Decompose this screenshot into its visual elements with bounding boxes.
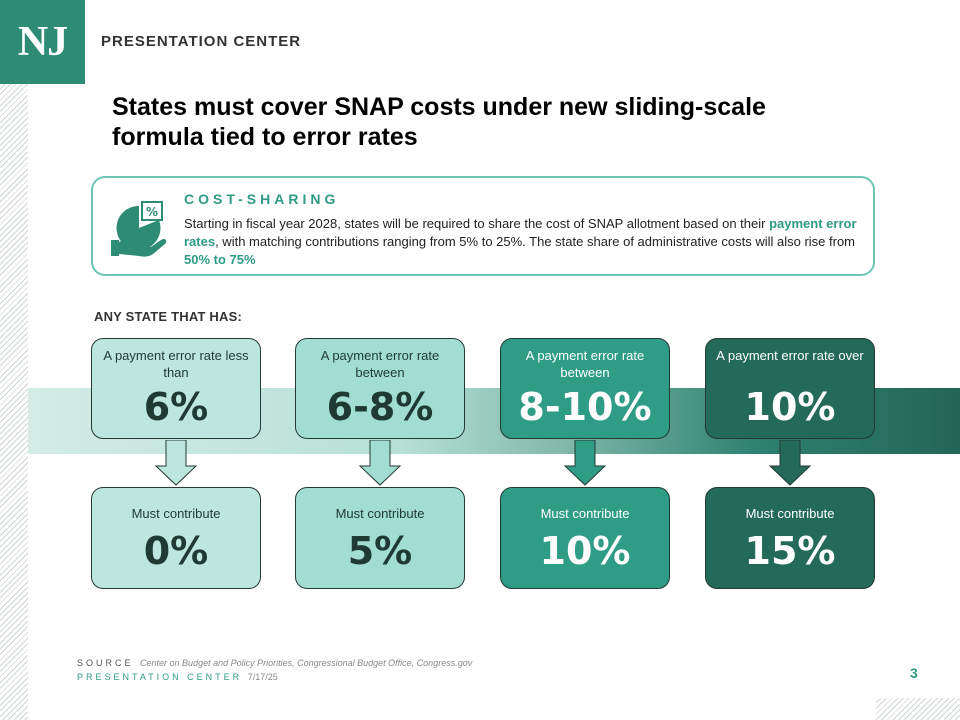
tier-2-contribution-box: Must contribute 5% <box>295 487 465 589</box>
slide-title: States must cover SNAP costs under new s… <box>112 93 766 151</box>
svg-text:%: % <box>146 205 158 219</box>
tier-3-condition: A payment error rate between <box>525 348 645 380</box>
footer-date: 7/17/25 <box>247 672 278 682</box>
hand-percent-pie-icon: % <box>111 201 167 257</box>
callout-heading: COST-SHARING <box>184 191 340 207</box>
tier-4-down-arrow-icon <box>768 440 812 486</box>
tier-4-condition: A payment error rate over <box>716 348 864 363</box>
tier-1-contribution-box: Must contribute 0% <box>91 487 261 589</box>
tier-2-condition: A payment error rate between <box>320 348 440 380</box>
tier-1-condition: A payment error rate less than <box>103 348 249 380</box>
callout-highlight-admin-share: 50% to 75% <box>184 252 256 267</box>
tier-2-contribution-label: Must contribute <box>335 506 425 521</box>
tier-1-rate: 6% <box>143 385 209 429</box>
brand-label: PRESENTATION CENTER <box>101 33 302 50</box>
tier-1-condition-box: A payment error rate less than 6% <box>91 338 261 439</box>
bottom-right-hatch-decoration <box>876 698 960 720</box>
callout-text: Starting in fiscal year 2028, states wil… <box>184 215 864 269</box>
tier-3-rate: 8-10% <box>518 385 652 429</box>
section-label: ANY STATE THAT HAS: <box>94 309 242 324</box>
source-text: Center on Budget and Policy Priorities, … <box>140 658 473 668</box>
tier-4-condition-box: A payment error rate over 10% <box>705 338 875 439</box>
nj-logo: NJ <box>0 0 85 84</box>
footer-center-label: PRESENTATION CENTER <box>77 672 243 682</box>
tier-2-condition-box: A payment error rate between 6-8% <box>295 338 465 439</box>
tier-3-contribution-label: Must contribute <box>540 506 630 521</box>
tier-2-down-arrow-icon <box>358 440 402 486</box>
tier-1-contribution-label: Must contribute <box>131 506 221 521</box>
tier-3-condition-box: A payment error rate between 8-10% <box>500 338 670 439</box>
footer-line: PRESENTATION CENTER 7/17/25 <box>77 672 278 682</box>
cost-sharing-callout: % COST-SHARING Starting in fiscal year 2… <box>91 176 875 276</box>
tier-3-contribution: 10% <box>539 529 631 573</box>
left-hatch-decoration <box>0 84 28 720</box>
tier-1-down-arrow-icon <box>154 440 198 486</box>
tier-2-rate: 6-8% <box>326 385 434 429</box>
callout-text-2: , with matching contributions ranging fr… <box>215 234 856 249</box>
source-label: SOURCE <box>77 658 134 668</box>
tier-1-contribution: 0% <box>143 529 209 573</box>
tier-4-contribution: 15% <box>744 529 836 573</box>
tier-3-down-arrow-icon <box>563 440 607 486</box>
tier-3-contribution-box: Must contribute 10% <box>500 487 670 589</box>
source-line: SOURCE Center on Budget and Policy Prior… <box>77 658 472 668</box>
tier-2-contribution: 5% <box>347 529 413 573</box>
page-number: 3 <box>910 665 918 681</box>
tier-4-contribution-label: Must contribute <box>745 506 835 521</box>
tier-4-rate: 10% <box>744 385 836 429</box>
logo-text: NJ <box>17 19 68 65</box>
callout-highlight-error-rates: payment error rates <box>184 216 857 249</box>
callout-text-1: Starting in fiscal year 2028, states wil… <box>184 216 770 231</box>
tier-4-contribution-box: Must contribute 15% <box>705 487 875 589</box>
